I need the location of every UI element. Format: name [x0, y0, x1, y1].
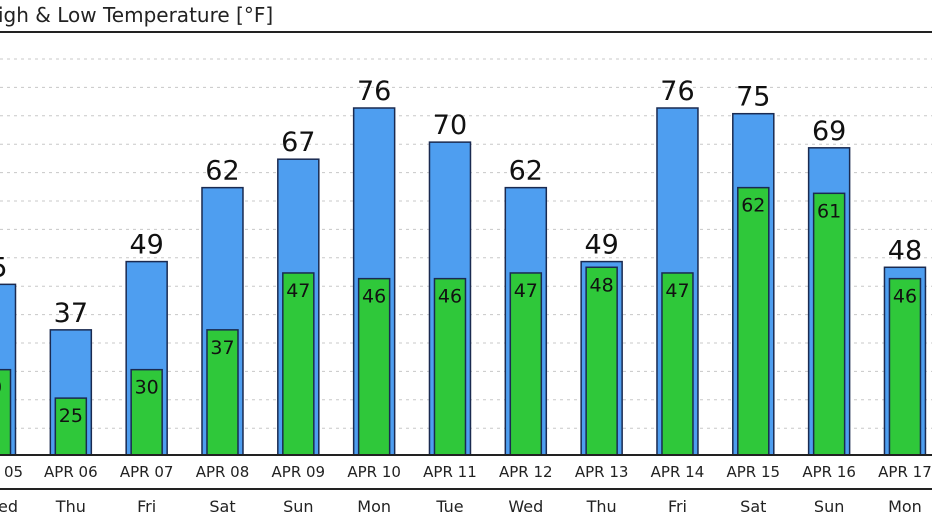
low-temp-label: 47	[514, 280, 538, 302]
high-temp-label: 76	[660, 76, 694, 107]
high-temp-label: 69	[812, 116, 846, 147]
day-tick-label: Mon	[888, 497, 922, 516]
date-tick-label: 05	[4, 463, 23, 481]
high-temp-label: 48	[888, 235, 922, 266]
date-tick-label: APR 06	[44, 463, 98, 481]
low-temp-bar	[206, 329, 239, 456]
date-tick-label: APR 13	[575, 463, 629, 481]
high-temp-label: 49	[129, 230, 163, 261]
day-tick-label: Fri	[668, 497, 687, 516]
date-tick-label: APR 07	[120, 463, 174, 481]
low-temp-label: 46	[362, 286, 386, 308]
high-temp-label: 67	[281, 127, 315, 158]
day-tick-label: Wed	[508, 497, 543, 516]
date-tick-label: APR 16	[802, 463, 856, 481]
high-temp-label: 5	[0, 252, 8, 283]
low-temp-bar	[54, 397, 88, 456]
day-tick-label: Mon	[357, 497, 391, 516]
low-temp-label: 48	[590, 274, 614, 296]
date-tick-label: APR 15	[727, 463, 781, 481]
high-temp-label: 75	[736, 82, 770, 113]
x-tick-labels: 05 ed APR 06 Thu APR 07 Fri APR 08 Sat APR 09 Sun…	[0, 463, 932, 516]
low-temp-label: 0	[0, 377, 2, 399]
date-tick-label: APR 09	[272, 463, 326, 481]
date-tick-label: APR 11	[423, 463, 477, 481]
low-temp-bar	[282, 272, 315, 456]
low-temp-label: 25	[59, 405, 83, 427]
day-tick-label: Sun	[283, 497, 313, 516]
low-temp-bar	[509, 272, 543, 456]
low-temp-bar	[130, 368, 163, 456]
high-temp-label: 62	[509, 156, 543, 187]
high-temp-label: 62	[205, 156, 239, 187]
day-tick-label: Thu	[586, 497, 617, 516]
low-temp-label: 37	[210, 337, 234, 359]
low-temp-bar	[888, 277, 922, 456]
day-tick-label: Sat	[740, 497, 766, 516]
low-temp-bar	[0, 368, 12, 456]
date-tick-label: APR 10	[347, 463, 401, 481]
low-temp-label: 47	[286, 280, 310, 302]
low-temp-bar	[585, 266, 618, 456]
date-tick-label: APR 12	[499, 463, 553, 481]
day-tick-label: ed	[0, 497, 18, 516]
date-tick-label: APR 08	[196, 463, 250, 481]
day-tick-label: Tue	[435, 497, 463, 516]
low-temp-bar	[357, 277, 391, 456]
date-tick-label: APR 17	[878, 463, 932, 481]
chart-title: igh & Low Temperature [°F]	[0, 3, 273, 27]
low-temp-label: 30	[135, 377, 159, 399]
low-temp-label: 46	[438, 286, 462, 308]
low-temp-label: 61	[817, 200, 841, 222]
high-temp-label: 76	[357, 76, 391, 107]
day-tick-label: Fri	[137, 497, 156, 516]
low-temp-bar	[812, 192, 846, 456]
low-temp-label: 46	[893, 286, 917, 308]
high-temp-label: 49	[584, 230, 618, 261]
low-temp-bar	[737, 186, 770, 456]
high-temp-label: 37	[54, 298, 88, 329]
low-temp-label: 47	[665, 280, 689, 302]
low-temp-bar	[661, 272, 694, 456]
bars: 5 0 37 25 49 30 62 37 67 47 76 46 70 46 62 47 49 48 76 47 75…	[0, 76, 927, 456]
day-tick-label: Sun	[814, 497, 844, 516]
day-tick-label: Thu	[55, 497, 86, 516]
day-tick-label: Sat	[209, 497, 235, 516]
date-tick-label: APR 14	[651, 463, 705, 481]
low-temp-label: 62	[741, 195, 765, 217]
high-temp-label: 70	[433, 110, 467, 141]
